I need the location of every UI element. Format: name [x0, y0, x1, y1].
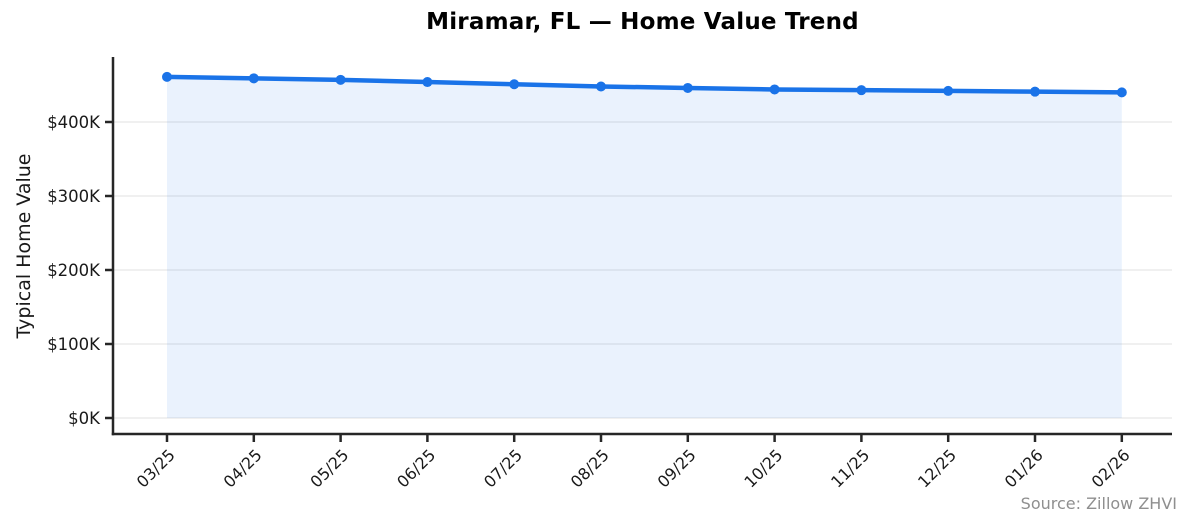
x-tick-label: 11/25 [827, 445, 873, 491]
x-tick-label: 10/25 [740, 445, 786, 491]
data-point-marker [682, 82, 693, 93]
x-tick-label: 09/25 [654, 445, 700, 491]
data-point-marker [335, 74, 346, 85]
data-point-marker [596, 81, 606, 92]
x-tick-label: 07/25 [480, 445, 526, 491]
data-point-marker [1030, 86, 1040, 97]
data-point-marker [422, 77, 433, 88]
y-tick-label: $200K [47, 261, 101, 280]
y-tick-label: $300K [47, 187, 101, 206]
y-tick-label: $100K [47, 335, 101, 354]
area-fill [167, 76, 1122, 419]
x-tick-label: 01/26 [1001, 445, 1047, 491]
source-caption: Source: Zillow ZHVI [1020, 494, 1177, 513]
data-point-marker [248, 73, 259, 84]
chart-title: Miramar, FL — Home Value Trend [426, 9, 859, 35]
data-point-marker [1116, 87, 1127, 98]
x-tick-label: 08/25 [567, 445, 613, 491]
data-point-marker [509, 79, 520, 90]
x-tick-label: 03/25 [133, 445, 179, 491]
data-point-marker [162, 71, 172, 82]
data-point-marker [769, 84, 780, 95]
trend-line [164, 74, 1125, 95]
data-point-marker [856, 85, 867, 96]
x-tick-label: 12/25 [914, 445, 960, 491]
y-tick-label: $400K [47, 113, 101, 132]
x-tick-label: 06/25 [393, 445, 439, 491]
y-tick-label: $0K [68, 409, 101, 428]
x-tick-label: 04/25 [220, 445, 266, 491]
x-tick-label: 05/25 [306, 445, 352, 491]
x-tick-label: 02/26 [1088, 445, 1134, 491]
data-point-marker [943, 85, 954, 96]
